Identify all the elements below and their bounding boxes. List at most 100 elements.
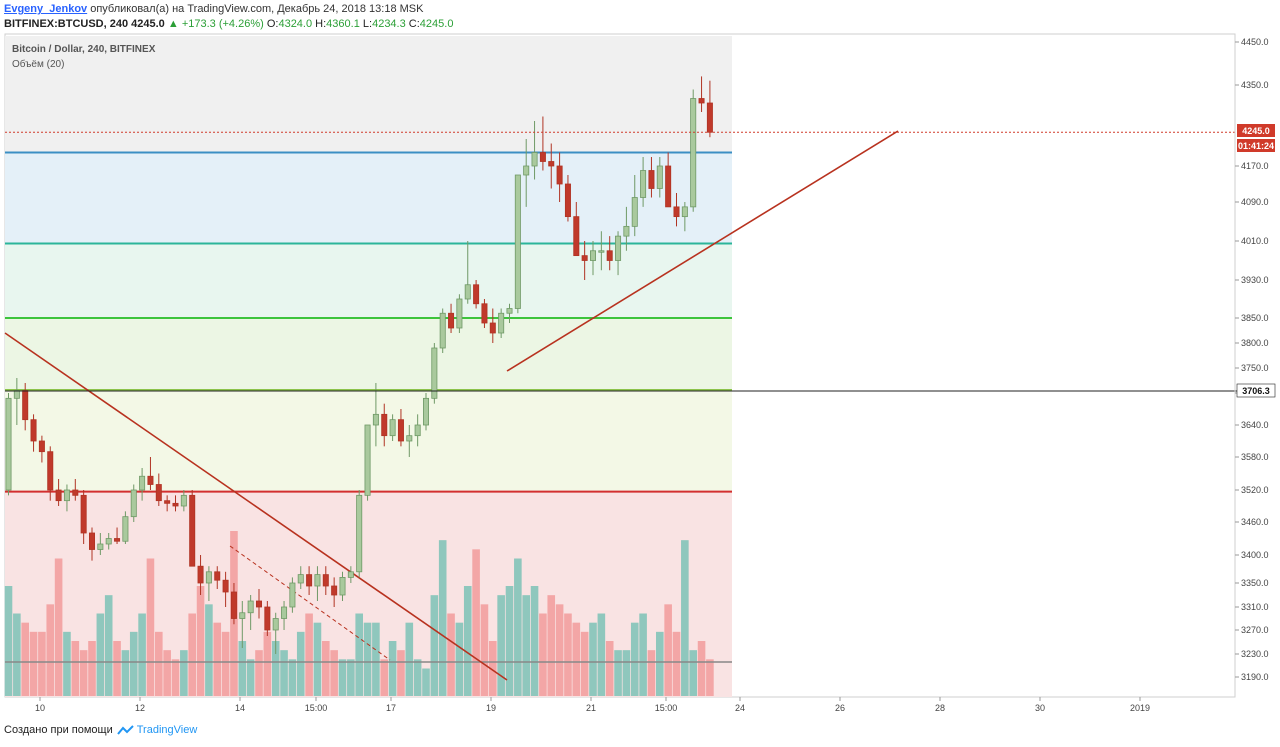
candle[interactable] <box>698 76 705 112</box>
candle[interactable] <box>172 495 179 512</box>
candle[interactable] <box>514 174 521 314</box>
candle[interactable] <box>130 484 137 523</box>
chart-title: Bitcoin / Dollar, 240, BITFINEX <box>12 44 156 55</box>
candle[interactable] <box>264 601 271 636</box>
candle[interactable] <box>255 589 262 619</box>
candle[interactable] <box>489 308 496 344</box>
volume-bar <box>580 631 589 696</box>
candle[interactable] <box>105 533 112 550</box>
candle[interactable] <box>5 393 12 496</box>
candle[interactable] <box>389 414 396 441</box>
candle[interactable] <box>539 116 546 171</box>
candle[interactable] <box>481 299 488 328</box>
price-tick-label: 3310.0 <box>1241 602 1269 612</box>
candle[interactable] <box>180 490 187 512</box>
candle[interactable] <box>623 206 630 251</box>
candle[interactable] <box>356 490 363 578</box>
candle[interactable] <box>222 571 229 607</box>
author-link[interactable]: Evgeny_Jenkov <box>4 3 88 15</box>
candle[interactable] <box>523 139 530 207</box>
candle[interactable] <box>63 484 70 512</box>
volume-bar <box>163 650 171 696</box>
candle[interactable] <box>247 595 254 630</box>
candle[interactable] <box>473 280 480 309</box>
candle[interactable] <box>289 577 296 613</box>
candle[interactable] <box>281 601 288 630</box>
candle[interactable] <box>640 157 647 207</box>
candle[interactable] <box>297 566 304 589</box>
volume-bar <box>664 604 672 696</box>
candle[interactable] <box>673 193 680 227</box>
candle[interactable] <box>214 566 221 589</box>
candle[interactable] <box>531 121 538 180</box>
candle[interactable] <box>615 231 622 276</box>
candle[interactable] <box>564 175 571 222</box>
price-tick-label: 3460.0 <box>1241 517 1269 527</box>
candle[interactable] <box>239 601 246 648</box>
volume-bar <box>589 622 597 696</box>
dashed-trendline[interactable] <box>229 545 391 661</box>
candle[interactable] <box>372 383 379 447</box>
volume-bar <box>706 659 714 696</box>
tradingview-brand[interactable]: TradingView <box>116 724 197 736</box>
candle[interactable] <box>331 577 338 607</box>
candle[interactable] <box>314 566 321 601</box>
candle[interactable] <box>548 143 555 189</box>
candle[interactable] <box>448 303 455 333</box>
zone-3 <box>5 318 732 390</box>
candle[interactable] <box>38 435 45 463</box>
candle[interactable] <box>155 473 162 507</box>
candle[interactable] <box>606 236 613 271</box>
candle[interactable] <box>690 89 697 212</box>
candle[interactable] <box>598 231 605 271</box>
candle[interactable] <box>139 468 146 501</box>
candle[interactable] <box>230 583 237 625</box>
candle[interactable] <box>322 566 329 595</box>
candle[interactable] <box>590 241 597 276</box>
candle[interactable] <box>648 157 655 198</box>
candle[interactable] <box>665 152 672 208</box>
candle[interactable] <box>506 303 513 323</box>
candle[interactable] <box>397 409 404 447</box>
candle[interactable] <box>681 202 688 232</box>
candle[interactable] <box>556 152 563 203</box>
candle[interactable] <box>122 511 129 544</box>
candle[interactable] <box>381 403 388 447</box>
candle[interactable] <box>114 527 121 545</box>
candle[interactable] <box>347 566 354 583</box>
candle[interactable] <box>406 425 413 457</box>
volume-bar <box>514 558 522 696</box>
candle[interactable] <box>89 527 96 561</box>
candle[interactable] <box>339 571 346 601</box>
candle[interactable] <box>414 414 421 447</box>
candle[interactable] <box>422 393 429 431</box>
candle[interactable] <box>431 343 438 404</box>
candle[interactable] <box>30 414 37 452</box>
candle[interactable] <box>72 479 79 501</box>
candle[interactable] <box>205 566 212 601</box>
candle[interactable] <box>197 555 204 595</box>
candle[interactable] <box>464 241 471 304</box>
candle[interactable] <box>456 294 463 333</box>
candle[interactable] <box>272 612 279 654</box>
ascending-trendline[interactable] <box>506 130 899 372</box>
volume-bar <box>605 641 614 696</box>
candle[interactable] <box>439 308 446 354</box>
candle[interactable] <box>573 202 580 257</box>
candle[interactable] <box>47 446 54 501</box>
candle[interactable] <box>631 175 638 237</box>
candle[interactable] <box>581 241 588 280</box>
candle[interactable] <box>306 566 313 595</box>
volume-bar <box>213 622 222 696</box>
candle[interactable] <box>164 495 171 512</box>
candle[interactable] <box>189 490 196 567</box>
candle[interactable] <box>364 424 371 501</box>
candle[interactable] <box>498 308 505 339</box>
candle[interactable] <box>656 157 663 198</box>
candle[interactable] <box>97 533 104 555</box>
volume-bar <box>555 604 564 696</box>
candle[interactable] <box>55 479 62 506</box>
candle[interactable] <box>147 457 154 490</box>
candle[interactable] <box>80 490 87 544</box>
